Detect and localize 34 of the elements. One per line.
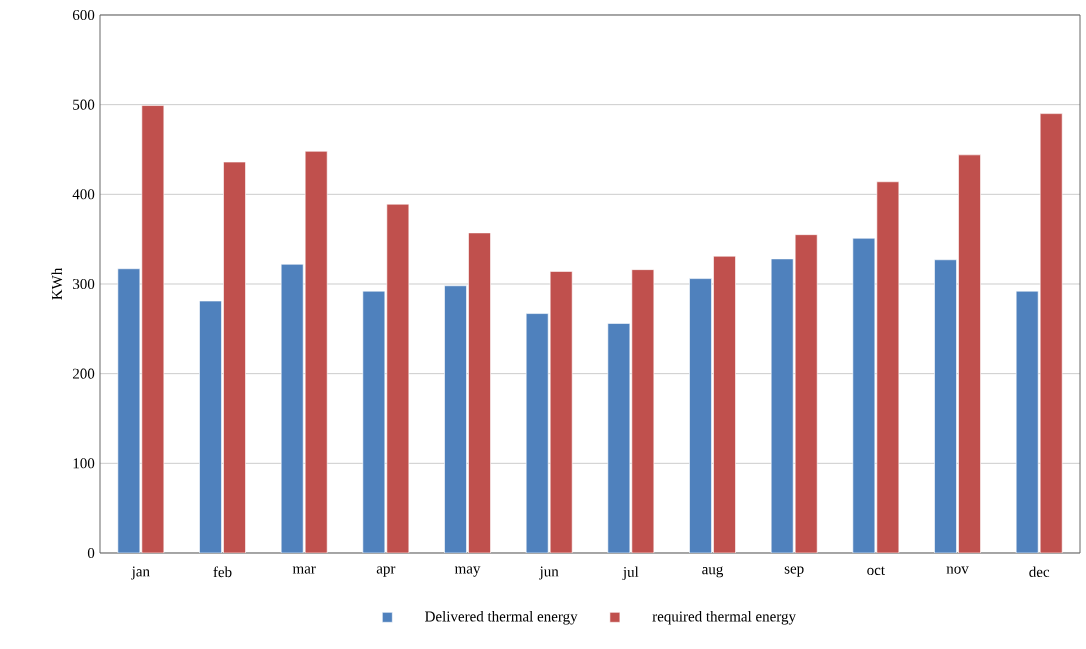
bar	[689, 278, 712, 553]
bar	[280, 263, 304, 553]
y-tick-label: 500	[73, 99, 95, 110]
x-tick-label: jul	[622, 566, 639, 581]
bar	[852, 237, 876, 553]
x-tick-label: mar	[292, 566, 316, 574]
bar	[199, 300, 222, 553]
bar	[362, 290, 386, 553]
bar	[934, 259, 957, 553]
x-tick-label: feb	[213, 566, 232, 578]
y-axis-title: KWh	[51, 267, 63, 300]
y-tick-label: 600	[72, 9, 95, 21]
bar	[770, 258, 794, 553]
x-tick-label: jan	[131, 566, 150, 580]
x-tick-label: dec	[1029, 566, 1050, 577]
bar	[607, 323, 631, 553]
legend-label: required thermal energy	[652, 610, 796, 625]
legend-label: Delivered thermal energy	[425, 610, 578, 625]
y-tick-label: 0	[87, 547, 95, 559]
x-tick-label: sep	[784, 566, 804, 577]
y-tick-label: 200	[72, 368, 95, 379]
x-tick-label: may	[454, 566, 481, 577]
y-tick-label: 400	[72, 189, 95, 200]
x-tick-label: oct	[867, 566, 885, 576]
y-tick-label: 100	[73, 458, 95, 469]
x-tick-label: nov	[946, 566, 969, 574]
bar	[1015, 290, 1039, 553]
x-tick-label: apr	[376, 566, 396, 577]
bar	[117, 268, 141, 553]
bar	[444, 285, 467, 553]
x-tick-label: jun	[539, 566, 559, 580]
y-tick-label: 300	[73, 278, 95, 290]
x-tick-label: aug	[702, 566, 724, 578]
bar	[525, 313, 549, 553]
